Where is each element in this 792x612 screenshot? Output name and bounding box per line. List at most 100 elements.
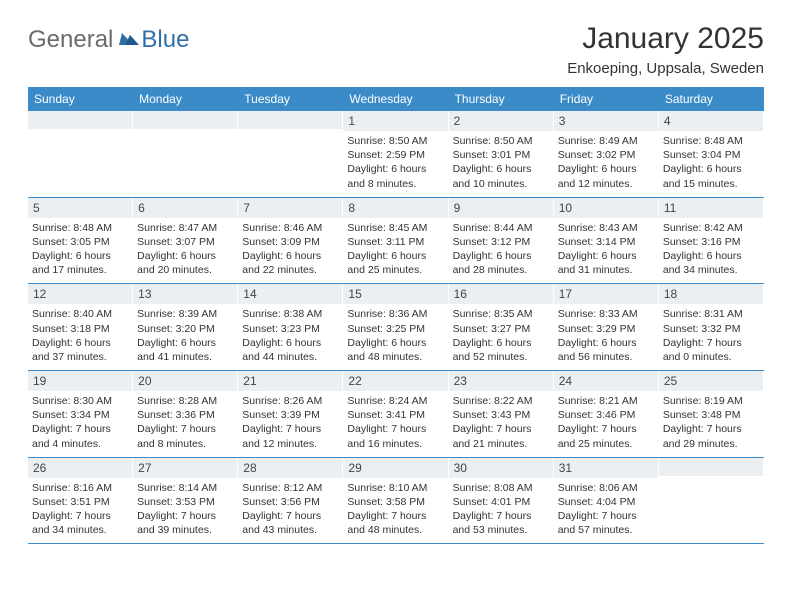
week-row: 19Sunrise: 8:30 AMSunset: 3:34 PMDayligh… [28,371,764,458]
day-detail-line: Sunrise: 8:16 AM [32,481,128,495]
day-number: 25 [659,371,763,391]
day-detail-line: Daylight: 6 hours [32,249,128,263]
day-detail-line: Sunset: 4:01 PM [453,495,549,509]
logo-mark-icon [119,24,139,52]
day-number: 30 [449,458,553,478]
weekday-header-cell: Sunday [28,87,133,111]
day-cell: 6Sunrise: 8:47 AMSunset: 3:07 PMDaylight… [133,198,238,284]
day-detail-line: and 16 minutes. [347,437,443,451]
day-detail-line: Sunrise: 8:46 AM [242,221,338,235]
day-cell: 2Sunrise: 8:50 AMSunset: 3:01 PMDaylight… [449,111,554,197]
day-cell: 7Sunrise: 8:46 AMSunset: 3:09 PMDaylight… [238,198,343,284]
day-detail-line: Sunset: 4:04 PM [558,495,654,509]
day-detail-line: and 31 minutes. [558,263,654,277]
day-cell: 4Sunrise: 8:48 AMSunset: 3:04 PMDaylight… [659,111,764,197]
day-detail-line: Daylight: 6 hours [242,249,338,263]
day-cell: 23Sunrise: 8:22 AMSunset: 3:43 PMDayligh… [449,371,554,457]
day-detail-line: Sunrise: 8:47 AM [137,221,233,235]
day-cell: 5Sunrise: 8:48 AMSunset: 3:05 PMDaylight… [28,198,133,284]
logo-text-blue: Blue [141,26,189,54]
day-detail-line: Sunrise: 8:43 AM [558,221,654,235]
day-cell: 16Sunrise: 8:35 AMSunset: 3:27 PMDayligh… [449,284,554,370]
day-detail-line: Sunset: 3:09 PM [242,235,338,249]
day-cell: 15Sunrise: 8:36 AMSunset: 3:25 PMDayligh… [343,284,448,370]
day-details: Sunrise: 8:38 AMSunset: 3:23 PMDaylight:… [242,307,338,364]
day-detail-line: and 44 minutes. [242,350,338,364]
day-number: 3 [554,111,658,131]
day-cell: 18Sunrise: 8:31 AMSunset: 3:32 PMDayligh… [659,284,764,370]
day-detail-line: Sunrise: 8:12 AM [242,481,338,495]
day-detail-line: Daylight: 7 hours [663,422,759,436]
day-details: Sunrise: 8:48 AMSunset: 3:04 PMDaylight:… [663,134,759,191]
day-detail-line: Sunset: 3:20 PM [137,322,233,336]
day-detail-line: Sunset: 3:39 PM [242,408,338,422]
day-details: Sunrise: 8:08 AMSunset: 4:01 PMDaylight:… [453,481,549,538]
day-detail-line: Daylight: 7 hours [558,422,654,436]
day-cell: 25Sunrise: 8:19 AMSunset: 3:48 PMDayligh… [659,371,764,457]
day-detail-line: Sunset: 3:53 PM [137,495,233,509]
weeks-container: 1Sunrise: 8:50 AMSunset: 2:59 PMDaylight… [28,111,764,544]
day-detail-line: Sunset: 3:36 PM [137,408,233,422]
day-detail-line: Sunrise: 8:10 AM [347,481,443,495]
day-detail-line: Sunrise: 8:38 AM [242,307,338,321]
day-number: 31 [554,458,658,478]
day-detail-line: Daylight: 7 hours [137,509,233,523]
day-detail-line: Daylight: 7 hours [663,336,759,350]
day-cell: 3Sunrise: 8:49 AMSunset: 3:02 PMDaylight… [554,111,659,197]
day-detail-line: and 17 minutes. [32,263,128,277]
day-detail-line: and 10 minutes. [453,177,549,191]
day-detail-line: Sunrise: 8:33 AM [558,307,654,321]
weekday-header-cell: Wednesday [343,87,448,111]
day-details: Sunrise: 8:26 AMSunset: 3:39 PMDaylight:… [242,394,338,451]
day-details: Sunrise: 8:06 AMSunset: 4:04 PMDaylight:… [558,481,654,538]
day-details: Sunrise: 8:28 AMSunset: 3:36 PMDaylight:… [137,394,233,451]
day-detail-line: and 12 minutes. [242,437,338,451]
day-number: 11 [659,198,763,218]
weekday-header-cell: Friday [554,87,659,111]
day-detail-line: and 56 minutes. [558,350,654,364]
day-detail-line: Sunrise: 8:48 AM [32,221,128,235]
day-number: 24 [554,371,658,391]
day-detail-line: Sunset: 3:32 PM [663,322,759,336]
day-number: 20 [133,371,237,391]
day-detail-line: Daylight: 7 hours [242,509,338,523]
day-detail-line: and 41 minutes. [137,350,233,364]
day-detail-line: Sunset: 3:12 PM [453,235,549,249]
day-cell: 17Sunrise: 8:33 AMSunset: 3:29 PMDayligh… [554,284,659,370]
day-detail-line: Sunset: 3:48 PM [663,408,759,422]
day-detail-line: Sunrise: 8:44 AM [453,221,549,235]
day-detail-line: Sunset: 3:27 PM [453,322,549,336]
day-cell: 10Sunrise: 8:43 AMSunset: 3:14 PMDayligh… [554,198,659,284]
day-detail-line: Sunrise: 8:14 AM [137,481,233,495]
day-details: Sunrise: 8:14 AMSunset: 3:53 PMDaylight:… [137,481,233,538]
day-detail-line: Daylight: 7 hours [453,509,549,523]
day-number: 5 [28,198,132,218]
day-detail-line: Sunset: 3:43 PM [453,408,549,422]
day-cell: 13Sunrise: 8:39 AMSunset: 3:20 PMDayligh… [133,284,238,370]
day-number: 1 [343,111,447,131]
day-cell: 14Sunrise: 8:38 AMSunset: 3:23 PMDayligh… [238,284,343,370]
day-cell [238,111,343,197]
day-cell: 30 Sunrise: 8:08 AMSunset: 4:01 PMDayligh… [449,458,554,544]
day-detail-line: Sunset: 3:56 PM [242,495,338,509]
day-detail-line: Daylight: 6 hours [347,249,443,263]
day-number: 9 [449,198,553,218]
calendar-grid: SundayMondayTuesdayWednesdayThursdayFrid… [28,87,764,544]
day-cell: 9Sunrise: 8:44 AMSunset: 3:12 PMDaylight… [449,198,554,284]
logo: General Blue [28,22,189,54]
day-detail-line: Daylight: 6 hours [242,336,338,350]
day-detail-line: Sunrise: 8:30 AM [32,394,128,408]
day-detail-line: and 25 minutes. [347,263,443,277]
day-detail-line: and 57 minutes. [558,523,654,537]
day-detail-line: Daylight: 7 hours [347,509,443,523]
day-detail-line: Sunset: 3:34 PM [32,408,128,422]
day-cell: 29Sunrise: 8:10 AMSunset: 3:58 PMDayligh… [343,458,448,544]
day-detail-line: Sunrise: 8:45 AM [347,221,443,235]
weekday-header-cell: Monday [133,87,238,111]
day-cell: 11Sunrise: 8:42 AMSunset: 3:16 PMDayligh… [659,198,764,284]
day-cell: 31 Sunrise: 8:06 AMSunset: 4:04 PMDayligh… [554,458,659,544]
day-detail-line: Daylight: 6 hours [347,336,443,350]
day-detail-line: Sunset: 3:25 PM [347,322,443,336]
day-detail-line: and 34 minutes. [663,263,759,277]
day-number-blank [133,111,237,129]
